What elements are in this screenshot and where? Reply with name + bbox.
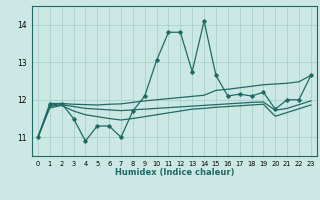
- X-axis label: Humidex (Indice chaleur): Humidex (Indice chaleur): [115, 168, 234, 177]
